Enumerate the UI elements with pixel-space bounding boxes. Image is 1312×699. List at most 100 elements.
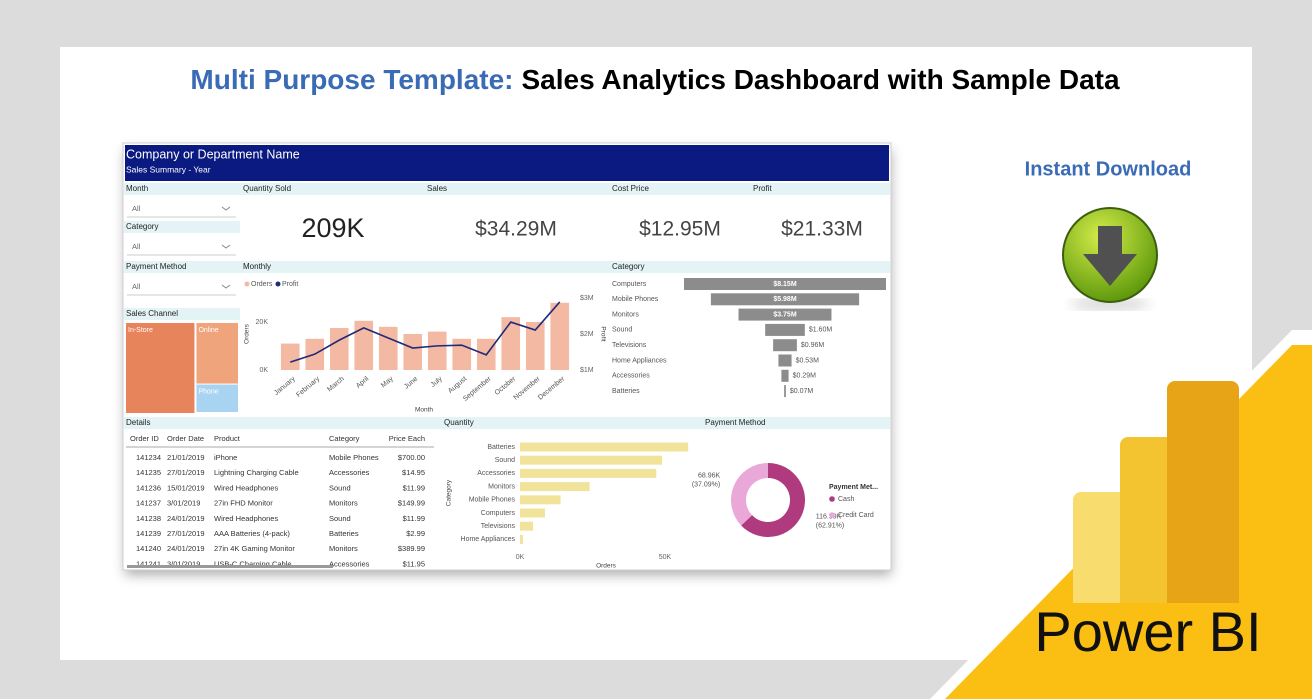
- cell: Wired Headphones: [214, 514, 278, 523]
- category-label: Batteries: [487, 444, 515, 451]
- bar: [403, 334, 423, 370]
- cell: iPhone: [214, 453, 237, 462]
- treemap-tile: [126, 323, 195, 413]
- bar: [378, 326, 398, 370]
- bar: [550, 302, 570, 370]
- funnel-bar: [773, 339, 797, 352]
- table: Order ID Order Date Product Category Price E…: [126, 434, 434, 568]
- legend-swatch: [829, 512, 835, 518]
- cell: 141235: [136, 468, 161, 477]
- legend-title: Payment Met...: [829, 484, 878, 491]
- column-header: Product: [214, 434, 241, 443]
- kpi-value: $12.95M: [639, 218, 721, 241]
- cell: 21/01/2019: [167, 453, 205, 462]
- arrow-shaft: [1098, 226, 1122, 256]
- column-header: Price Each: [389, 434, 425, 443]
- tile-label: In-Store: [128, 327, 153, 334]
- funnel-bar: [781, 369, 789, 382]
- page-title: Multi Purpose Template: Sales Analytics D…: [190, 64, 1120, 95]
- cell: Monitors: [329, 544, 358, 553]
- cell: 141237: [136, 499, 161, 508]
- cell: Mobile Phones: [329, 453, 379, 462]
- category-label: Televisions: [612, 342, 647, 349]
- category-label: Monitors: [488, 483, 515, 490]
- value-label: $0.53M: [796, 357, 820, 364]
- cell: Accessories: [329, 468, 370, 477]
- legend-swatch: [275, 281, 281, 287]
- funnel-bar: [765, 323, 805, 336]
- slicer-value: All: [132, 282, 141, 291]
- y2-tick-label: $2M: [580, 331, 594, 338]
- cell: $11.99: [403, 483, 425, 492]
- kpi-value: 209K: [301, 213, 364, 243]
- title-blue: Multi Purpose Template:: [190, 64, 513, 95]
- slicer-label: Category: [126, 222, 158, 231]
- y2-tick-label: $3M: [580, 295, 594, 302]
- treemap-tile: [196, 323, 238, 384]
- cell: AAA Batteries (4-pack): [214, 529, 290, 538]
- slicer-value: All: [132, 204, 141, 213]
- cell: 141234: [136, 453, 161, 462]
- slicer-chevron: [221, 244, 231, 249]
- kpi-value: $34.29M: [475, 218, 557, 241]
- value-label: $0.07M: [790, 388, 814, 395]
- treemap-tile: [196, 384, 238, 412]
- cell: 24/01/2019: [167, 544, 205, 553]
- cell: 24/01/2019: [167, 514, 205, 523]
- value-label: $0.29M: [793, 373, 817, 380]
- section-strip: [124, 417, 890, 429]
- category-label: Accessories: [477, 470, 515, 477]
- line: [290, 301, 561, 363]
- section-strip: [124, 308, 240, 320]
- cell: 27/01/2019: [167, 468, 205, 477]
- chart-title: Quantity: [444, 418, 474, 427]
- cell: USB-C Charging Cable: [214, 559, 292, 568]
- legend-label: Orders: [251, 281, 273, 288]
- slicer-chevron: [221, 206, 231, 211]
- slice-percent: (37.09%): [692, 481, 720, 488]
- column-header: Order ID: [130, 434, 159, 443]
- category-label: Mobile Phones: [612, 296, 659, 303]
- dashboard-header: [125, 145, 889, 181]
- value-label: $8.15M: [773, 281, 797, 288]
- cell: Accessories: [329, 559, 370, 568]
- category-label: Computers: [612, 281, 647, 288]
- slicer-label: Month: [126, 184, 148, 193]
- bar: [501, 317, 521, 370]
- y-tick-label: 0K: [259, 367, 268, 374]
- slicer-label: Payment Method: [126, 262, 186, 271]
- section-strip: [124, 221, 240, 233]
- bar: [520, 495, 561, 505]
- cell: 141239: [136, 529, 161, 538]
- cell: Sound: [329, 514, 351, 523]
- subtitle: Sales Summary - Year: [126, 164, 211, 174]
- cell: $700.00: [398, 453, 425, 462]
- slice-value: 116.99K: [816, 513, 842, 520]
- y2-tick-label: $1M: [580, 367, 594, 374]
- value-label: $0.96M: [801, 342, 825, 349]
- tile-label: Phone: [198, 388, 218, 395]
- category-label: Home Appliances: [461, 536, 516, 543]
- cell: $149.99: [398, 499, 425, 508]
- legend-label: Profit: [282, 281, 298, 288]
- legend-label: Credit Card: [838, 512, 874, 519]
- bar: [520, 521, 534, 531]
- column-header: Order Date: [167, 434, 204, 443]
- cell: 27in 4K Gaming Monitor: [214, 544, 295, 553]
- bar: [354, 320, 374, 370]
- bar: [525, 322, 545, 370]
- funnel-bar: [710, 293, 860, 306]
- legend-swatch: [244, 281, 250, 287]
- kpi-label: Quantity Sold: [243, 184, 291, 193]
- kpi-value: $21.33M: [781, 218, 863, 241]
- bar: [520, 482, 590, 492]
- x-axis-label: Orders: [596, 563, 617, 570]
- cell: Lightning Charging Cable: [214, 468, 299, 477]
- donut-slice: [741, 463, 805, 537]
- bar: [520, 468, 657, 478]
- chart-title: Monthly: [243, 262, 271, 271]
- value-label: $1.60M: [809, 327, 833, 334]
- cell: Sound: [329, 483, 351, 492]
- scrollbar: [127, 565, 333, 568]
- legend-label: Cash: [838, 496, 854, 503]
